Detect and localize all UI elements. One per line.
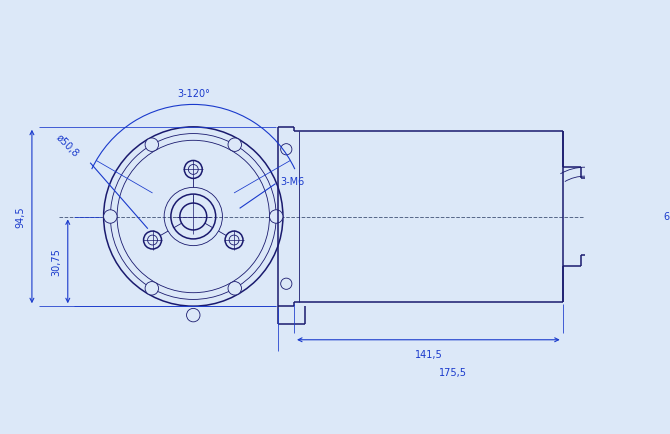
Text: 141,5: 141,5 xyxy=(415,349,442,359)
Circle shape xyxy=(184,161,202,179)
Text: ø50,8: ø50,8 xyxy=(54,132,81,159)
Circle shape xyxy=(281,145,292,155)
Circle shape xyxy=(186,309,200,322)
Text: 94,5: 94,5 xyxy=(15,206,25,228)
Circle shape xyxy=(104,210,117,224)
Text: 30,75: 30,75 xyxy=(52,248,62,276)
Circle shape xyxy=(145,138,159,152)
Text: 175,5: 175,5 xyxy=(439,367,467,377)
Circle shape xyxy=(145,282,159,296)
Circle shape xyxy=(228,282,241,296)
Circle shape xyxy=(225,231,243,250)
Circle shape xyxy=(228,138,241,152)
Circle shape xyxy=(269,210,283,224)
Text: 3-120°: 3-120° xyxy=(177,89,210,99)
Circle shape xyxy=(281,279,292,289)
Circle shape xyxy=(143,231,161,250)
Text: 61: 61 xyxy=(663,212,670,222)
Text: 3-M6: 3-M6 xyxy=(280,177,304,187)
